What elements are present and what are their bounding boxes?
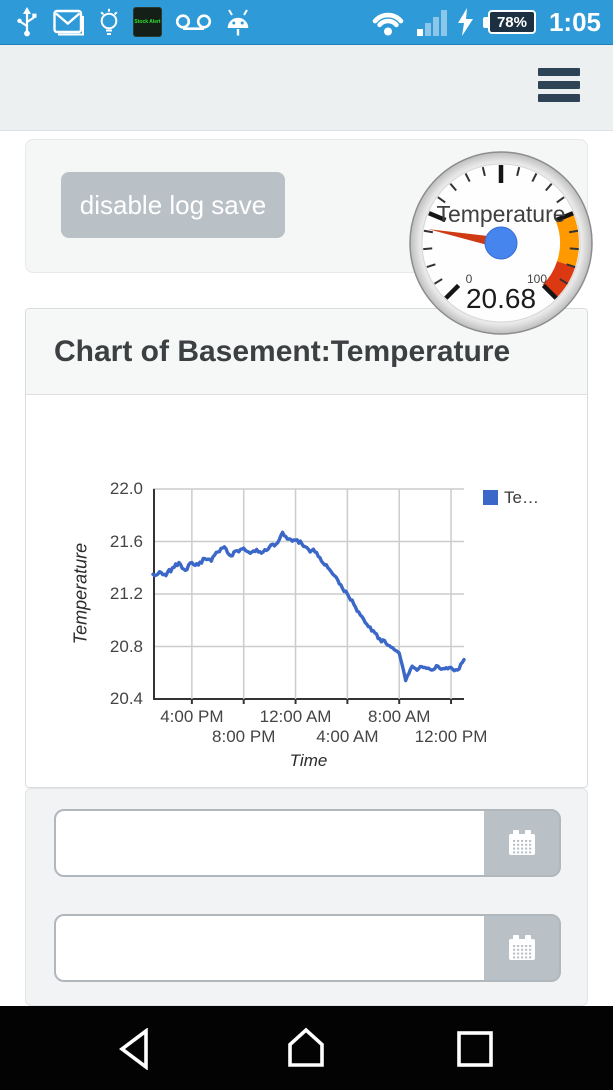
home-button[interactable] bbox=[284, 1026, 328, 1071]
y-axis-tick-label: 22.0 bbox=[109, 479, 143, 498]
gauge-max-label: 100 bbox=[526, 272, 548, 286]
calendar-button-end[interactable] bbox=[484, 916, 559, 980]
hamburger-menu-button[interactable] bbox=[538, 68, 580, 102]
y-axis-tick-label: 21.6 bbox=[109, 531, 143, 551]
x-axis-tick-label: 4:00 AM bbox=[316, 727, 379, 746]
gmail-icon bbox=[53, 9, 84, 35]
chart-card-header: Chart of Basement:Temperature bbox=[26, 309, 587, 395]
hamburger-bar bbox=[538, 68, 580, 76]
y-axis-tick-label: 21.2 bbox=[109, 584, 143, 603]
usb-icon bbox=[17, 7, 37, 37]
stock-alert-label: Stock Alert bbox=[134, 19, 161, 25]
y-axis-title: Temperature bbox=[70, 542, 91, 645]
x-axis-tick-label: 12:00 AM bbox=[259, 707, 332, 726]
chart-card: Chart of Basement:Temperature 22.0 21.6 21… bbox=[25, 308, 588, 788]
gauge-label: Temperature bbox=[436, 201, 566, 227]
status-bar-notification-icons: Stock Alert bbox=[0, 7, 251, 37]
x-axis-tick-label: 8:00 AM bbox=[368, 707, 431, 726]
legend-swatch bbox=[483, 490, 498, 505]
datetime-input-start[interactable] bbox=[56, 811, 484, 875]
voicemail-icon bbox=[175, 13, 212, 30]
legend-label: Te… bbox=[504, 488, 539, 507]
x-axis-title: Time bbox=[289, 751, 328, 770]
disable-log-save-button[interactable]: disable log save bbox=[61, 172, 285, 238]
hamburger-bar bbox=[538, 81, 580, 89]
gauge-min-label: 0 bbox=[465, 272, 473, 286]
battery-percent: 78% bbox=[496, 13, 527, 31]
app-header bbox=[0, 45, 613, 131]
temperature-line-chart: 22.0 21.6 21.2 20.8 20.4 4:00 PM 8:00 PM 12:00 … bbox=[26, 309, 587, 787]
recents-button[interactable] bbox=[456, 1030, 494, 1071]
battery-cap bbox=[482, 16, 488, 28]
calendar-button-start[interactable] bbox=[484, 811, 559, 875]
back-icon bbox=[119, 1027, 148, 1071]
home-icon bbox=[288, 1027, 324, 1067]
gauge-dial bbox=[409, 151, 593, 335]
chart-plot-area bbox=[151, 488, 466, 704]
datetime-form-card bbox=[25, 788, 588, 1006]
stock-alert-app-icon: Stock Alert bbox=[133, 7, 162, 37]
y-axis-tick-label: 20.4 bbox=[109, 689, 143, 708]
bulb-icon bbox=[100, 8, 118, 35]
y-axis-tick-label: 20.8 bbox=[109, 636, 143, 656]
x-axis-tick-label: 12:00 PM bbox=[414, 727, 488, 746]
chart-title: Chart of Basement:Temperature bbox=[54, 334, 511, 368]
android-nav-bar bbox=[0, 1006, 613, 1090]
x-axis-tick-label: 8:00 PM bbox=[212, 727, 276, 746]
status-bar: Stock Alert bbox=[0, 0, 613, 45]
status-bar-clock: 1:05 bbox=[548, 6, 601, 37]
calendar-icon bbox=[508, 830, 535, 855]
status-bar-system-icons: 78% 1:05 bbox=[368, 7, 613, 38]
charging-bolt-icon bbox=[457, 8, 473, 36]
datetime-input-group-start bbox=[54, 809, 561, 877]
calendar-icon bbox=[508, 935, 535, 960]
android-icon bbox=[227, 8, 249, 35]
hamburger-bar bbox=[538, 94, 580, 102]
back-button[interactable] bbox=[117, 1027, 151, 1073]
recents-icon bbox=[457, 1031, 493, 1067]
datetime-input-group-end bbox=[54, 914, 561, 982]
gauge-value: 20.68 bbox=[465, 283, 537, 314]
wifi-icon bbox=[372, 12, 404, 36]
x-axis-tick-label: 4:00 PM bbox=[160, 707, 224, 726]
temperature-gauge: Temperature 0 100 20.68 bbox=[408, 150, 594, 336]
datetime-input-end[interactable] bbox=[56, 916, 484, 980]
signal-icon bbox=[416, 9, 447, 36]
battery-icon: 78% bbox=[482, 10, 536, 34]
